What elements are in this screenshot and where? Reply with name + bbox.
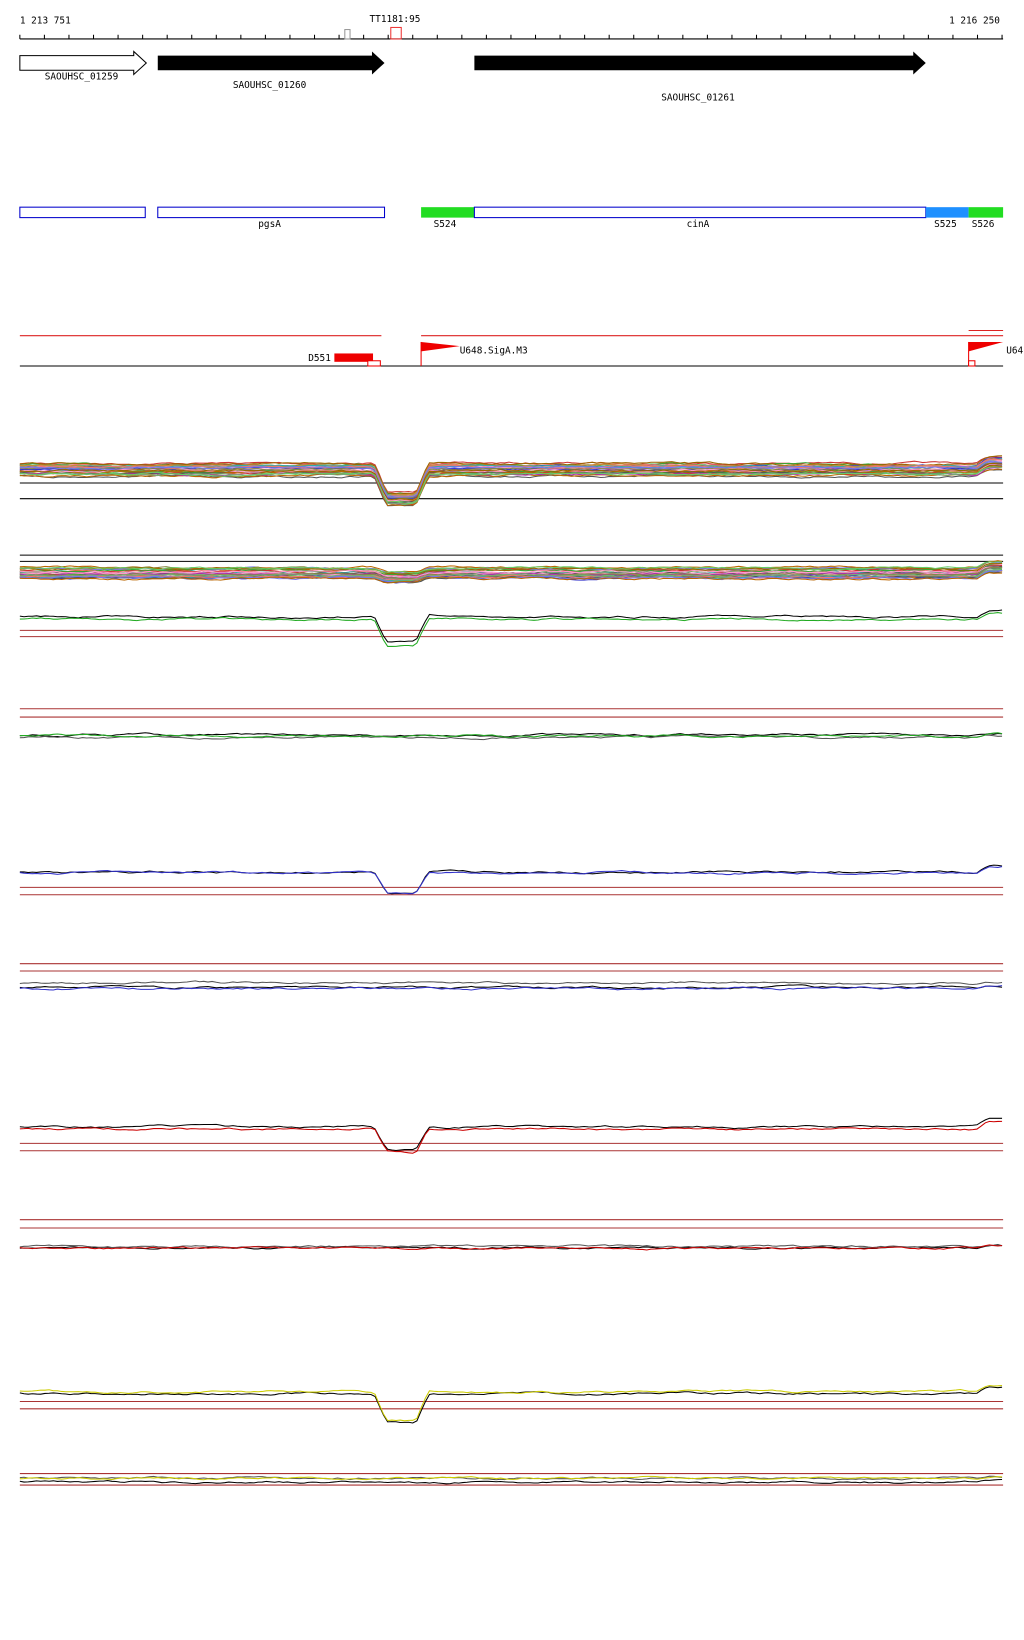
ruler-marker	[390, 26, 402, 40]
promoter-label: U648.SigA.M3	[460, 345, 528, 356]
promoter-box	[367, 360, 381, 367]
feature-label: S526	[972, 219, 995, 230]
feature-label: cinA	[687, 219, 710, 230]
ruler-marker-label: TT1181:95	[370, 14, 421, 25]
expression-trace	[19, 460, 1003, 498]
promoter-flag	[421, 341, 460, 352]
feature-box	[421, 207, 475, 218]
expression-trace	[19, 1386, 1003, 1424]
ruler-end: 1 216 250	[949, 15, 1000, 26]
expression-trace	[19, 462, 1003, 501]
feature-label: S524	[434, 219, 457, 230]
expression-trace	[19, 734, 1003, 741]
promoter-flag	[968, 341, 1004, 352]
promoter-label: D551	[308, 353, 331, 364]
gene-arrow	[474, 51, 926, 75]
ruler-start: 1 213 751	[20, 15, 71, 26]
expression-trace	[19, 572, 1003, 584]
gene-arrow	[157, 51, 385, 75]
expression-trace	[19, 561, 1003, 574]
expression-trace	[19, 980, 1003, 986]
expression-trace	[19, 562, 1003, 575]
expression-trace	[19, 456, 1003, 493]
expression-trace	[19, 1479, 1003, 1485]
feature-label: pgsA	[258, 219, 281, 230]
expression-trace	[19, 1120, 1003, 1154]
expression-trace	[19, 563, 1003, 578]
expression-tracks	[19, 455, 1004, 1486]
expression-trace	[19, 732, 1003, 739]
expression-trace	[19, 455, 1003, 495]
promoter-box	[334, 353, 374, 362]
gene-label: SAOUHSC_01260	[233, 80, 307, 91]
expression-trace	[19, 1244, 1003, 1249]
expression-trace	[19, 1244, 1003, 1251]
expression-trace	[19, 609, 1003, 643]
ruler-marker	[344, 29, 351, 40]
expression-trace	[19, 569, 1003, 582]
expression-trace	[19, 864, 1003, 895]
gene-arrow	[19, 50, 148, 76]
gene-label: SAOUHSC_01259	[45, 72, 119, 83]
feature-box	[19, 206, 146, 219]
feature-box	[925, 207, 969, 218]
promoter-box	[968, 360, 976, 367]
expression-trace	[19, 985, 1003, 991]
expression-trace	[19, 866, 1003, 895]
feature-label: S525	[934, 219, 957, 230]
ruler-ticks	[19, 34, 1003, 39]
expression-trace	[19, 466, 1003, 504]
feature-box	[473, 206, 927, 219]
gene-label: SAOUHSC_01261	[661, 93, 735, 104]
expression-trace	[19, 1475, 1003, 1481]
promoter-label: U64	[1006, 345, 1023, 356]
expression-trace	[19, 612, 1003, 647]
expression-trace	[19, 1117, 1003, 1152]
feature-box	[968, 207, 1004, 218]
expression-trace	[19, 1244, 1003, 1250]
feature-box	[157, 206, 386, 219]
expression-trace	[19, 1384, 1003, 1422]
